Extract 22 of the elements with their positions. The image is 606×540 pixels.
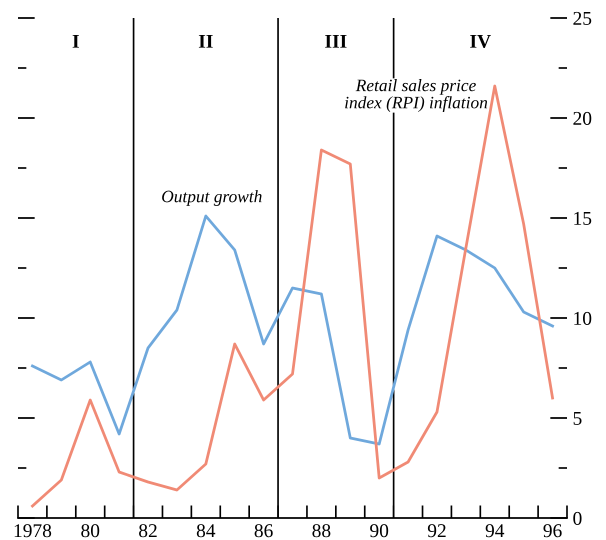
annotation: I bbox=[72, 34, 79, 48]
x-tick-label: 90 bbox=[370, 524, 388, 538]
y2-tick-label: 20 bbox=[573, 112, 592, 125]
x-tick-label: 94 bbox=[486, 524, 504, 538]
y2-tick-label: 5 bbox=[574, 412, 582, 425]
y2-tick-label: 10 bbox=[574, 312, 592, 325]
y2-tick-label: 25 bbox=[573, 12, 592, 25]
annotation: Output growth bbox=[162, 190, 262, 206]
annotation: Retail sales price index (RPI) inflation bbox=[345, 79, 488, 112]
y2-tick-label: 15 bbox=[574, 212, 592, 225]
x-tick-label: 86 bbox=[254, 524, 273, 538]
x-tick-label: 96 bbox=[543, 524, 562, 538]
annotation: III bbox=[325, 34, 347, 48]
x-tick-label: 80 bbox=[81, 524, 100, 538]
x-tick-label: 88 bbox=[312, 524, 330, 538]
x-tick-label: 1978 bbox=[14, 524, 52, 538]
x-tick-label: 84 bbox=[196, 524, 216, 538]
y2-tick-label: 0 bbox=[573, 512, 582, 525]
x-tick-label: 92 bbox=[428, 524, 446, 538]
annotation: IV bbox=[470, 34, 491, 48]
x-tick-label: 82 bbox=[139, 524, 157, 538]
annotation: II bbox=[198, 34, 213, 48]
